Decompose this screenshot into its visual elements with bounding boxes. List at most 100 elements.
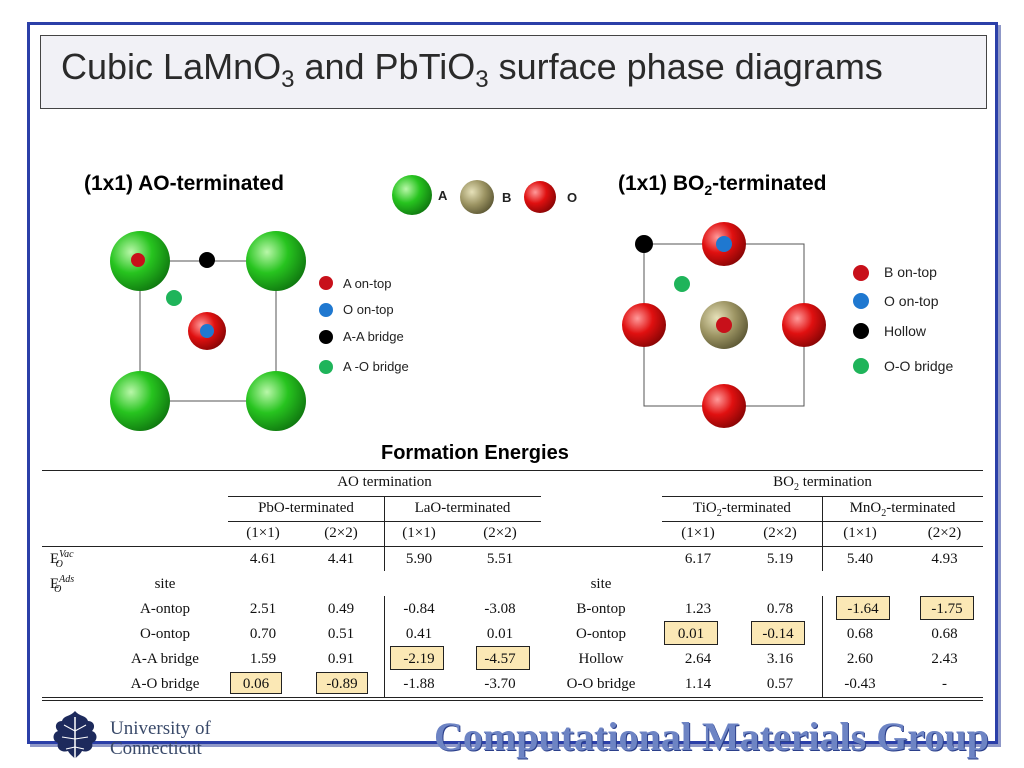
cell-value: 1.59 bbox=[249, 651, 277, 667]
ao-legend-o-ontop: O on-top bbox=[343, 302, 394, 317]
cell-value: 2.64 bbox=[684, 651, 712, 667]
cell-value: -1.88 bbox=[403, 676, 435, 692]
site-label: A-ontop bbox=[140, 601, 190, 617]
cell-value: 5.19 bbox=[766, 551, 794, 567]
cell-value: 1.23 bbox=[684, 601, 712, 617]
cell-value: 1.14 bbox=[684, 676, 712, 692]
a-ontop-site-icon bbox=[131, 253, 145, 267]
site-label: O-O bridge bbox=[566, 676, 636, 692]
cell-value: 6.17 bbox=[684, 551, 712, 567]
cell-value: -2.19 bbox=[403, 651, 435, 667]
cell-value: 2.60 bbox=[846, 651, 874, 667]
subheader-lao: LaO-terminated bbox=[414, 500, 511, 516]
cell-value: 0.70 bbox=[249, 626, 277, 642]
site-header-bo2: site bbox=[590, 576, 612, 592]
cell-value: 0.06 bbox=[242, 676, 270, 692]
a-atom-icon bbox=[392, 175, 432, 215]
table-bottom-rule bbox=[42, 697, 983, 698]
a-a-bridge-site-icon bbox=[199, 252, 215, 268]
cell-value: 0.49 bbox=[327, 601, 355, 617]
group-ao-termination: AO termination bbox=[337, 474, 432, 490]
title-box: Cubic LaMnO3 and PbTiO3 surface phase di… bbox=[40, 35, 987, 109]
table-caption: Formation Energies bbox=[381, 442, 569, 464]
site-header-ao: site bbox=[154, 576, 176, 592]
site-label: O-ontop bbox=[140, 626, 190, 642]
ao-legend-a-o-bridge: A -O bridge bbox=[343, 359, 409, 374]
atom-key bbox=[392, 175, 556, 215]
bo2-legend-markers bbox=[853, 265, 869, 374]
b-ontop-site-icon bbox=[716, 317, 732, 333]
uconn-oak-leaf-icon bbox=[53, 711, 97, 759]
footer-group-name: Computational Materials Group bbox=[434, 714, 989, 759]
cell-value: 0.57 bbox=[766, 676, 794, 692]
cell-value: 0.01 bbox=[486, 626, 514, 642]
cell-value: -1.75 bbox=[931, 601, 963, 617]
bo2-legend-o-o-bridge: O-O bridge bbox=[884, 358, 954, 374]
cell-value: 0.41 bbox=[405, 626, 433, 642]
cell-value: 0.91 bbox=[327, 651, 355, 667]
site-label: Hollow bbox=[578, 651, 624, 667]
atom-key-a: A bbox=[438, 188, 448, 203]
subheader-mno2: MnO2-terminated bbox=[849, 500, 956, 519]
cell-value: 4.93 bbox=[931, 551, 958, 567]
table-top-rule bbox=[42, 470, 983, 471]
cell-value: -4.57 bbox=[484, 651, 516, 667]
bo2-terminated-diagram bbox=[622, 222, 826, 428]
a-o-bridge-site-icon bbox=[166, 290, 182, 306]
ao-legend-a-ontop: A on-top bbox=[343, 276, 392, 291]
ao-terminated-diagram bbox=[110, 231, 306, 431]
hollow-site-icon bbox=[635, 235, 653, 253]
site-label: B-ontop bbox=[576, 601, 626, 617]
subheader-pbo: PbO-terminated bbox=[258, 500, 354, 516]
bo2-legend-hollow: Hollow bbox=[884, 323, 927, 339]
atom-key-b: B bbox=[502, 190, 512, 205]
ao-legend-markers bbox=[319, 276, 333, 374]
cell-value: 2.51 bbox=[249, 601, 277, 617]
slide-title: Cubic LaMnO3 and PbTiO3 surface phase di… bbox=[61, 46, 883, 94]
cell-value: 0.51 bbox=[327, 626, 355, 642]
cell-value: -0.14 bbox=[762, 626, 794, 642]
cell-value: 0.68 bbox=[846, 626, 874, 642]
cell-value: 2.43 bbox=[931, 651, 958, 667]
cellsize-header: (1×1) bbox=[681, 525, 715, 541]
cell-value: 4.61 bbox=[249, 551, 277, 567]
bo2-legend-b-ontop: B on-top bbox=[884, 264, 937, 280]
subheader-tio2: TiO2-terminated bbox=[693, 500, 791, 519]
bo2-panel-heading: (1x1) BO2-terminated bbox=[618, 172, 827, 199]
ao-panel-heading: (1x1) AO-terminated bbox=[84, 172, 284, 195]
o-o-bridge-site-icon bbox=[674, 276, 690, 292]
cellsize-header: (1×1) bbox=[246, 525, 280, 541]
cell-value: 5.90 bbox=[405, 551, 433, 567]
cell-value: 3.16 bbox=[766, 651, 794, 667]
cell-value: -3.70 bbox=[484, 676, 516, 692]
cell-value: -0.89 bbox=[326, 676, 358, 692]
cell-value: 0.01 bbox=[677, 626, 705, 642]
bo2-legend-o-ontop: O on-top bbox=[884, 293, 939, 309]
o-atom-icon bbox=[524, 181, 556, 213]
university-name: University of Connecticut bbox=[110, 718, 211, 759]
cell-value: -3.08 bbox=[484, 601, 516, 617]
group-bo2-termination: BO2 termination bbox=[773, 474, 872, 493]
o-ontop-site-icon-bo2 bbox=[716, 236, 732, 252]
site-label: O-ontop bbox=[576, 626, 626, 642]
cell-value: -1.64 bbox=[847, 601, 879, 617]
atom-key-o: O bbox=[567, 190, 578, 205]
cell-value: -0.43 bbox=[844, 676, 876, 692]
b-atom-icon bbox=[460, 180, 494, 214]
cell-value: 0.68 bbox=[931, 626, 958, 642]
site-label: A-A bridge bbox=[131, 651, 199, 667]
row-label-evac: EVacO bbox=[50, 549, 74, 570]
cell-value: 5.51 bbox=[486, 551, 514, 567]
cellsize-header: (2×2) bbox=[927, 525, 962, 541]
cellsize-header: (2×2) bbox=[763, 525, 797, 541]
cell-value: 4.41 bbox=[327, 551, 355, 567]
slide-frame bbox=[27, 22, 998, 744]
o-ontop-site-icon bbox=[200, 324, 214, 338]
cell-value: - bbox=[942, 676, 947, 692]
cellsize-header: (2×2) bbox=[483, 525, 517, 541]
cellsize-header: (1×1) bbox=[843, 525, 877, 541]
cell-value: 5.40 bbox=[846, 551, 874, 567]
site-label: A-O bridge bbox=[130, 676, 200, 692]
cell-value: -0.84 bbox=[403, 601, 435, 617]
ao-legend-a-a-bridge: A-A bridge bbox=[343, 329, 404, 344]
